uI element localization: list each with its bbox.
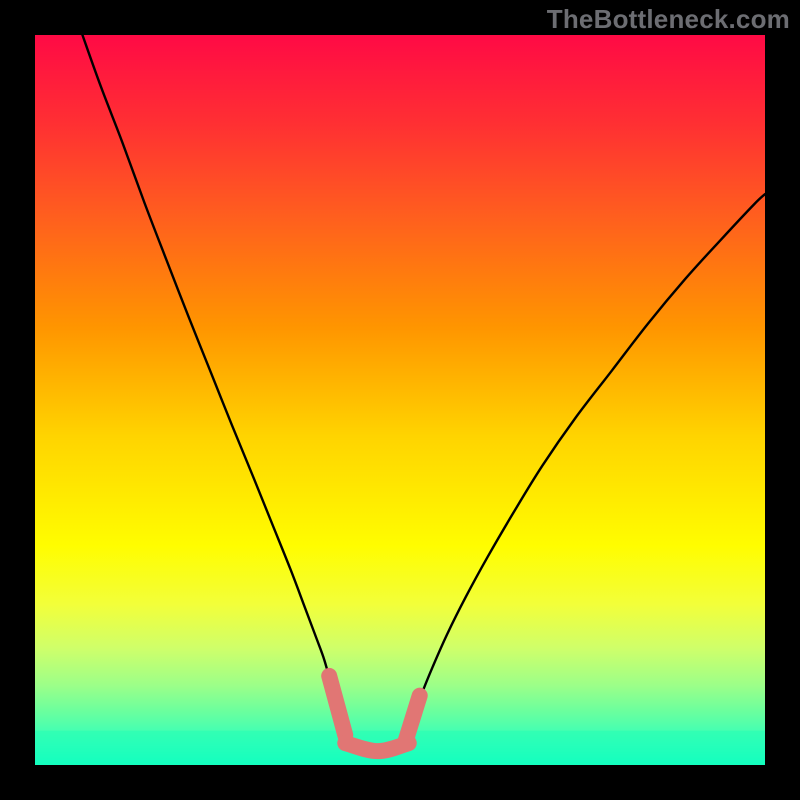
- stage: TheBottleneck.com: [0, 0, 800, 800]
- gradient-background: [35, 35, 765, 765]
- chart-svg: [0, 0, 800, 800]
- watermark-text: TheBottleneck.com: [547, 4, 790, 35]
